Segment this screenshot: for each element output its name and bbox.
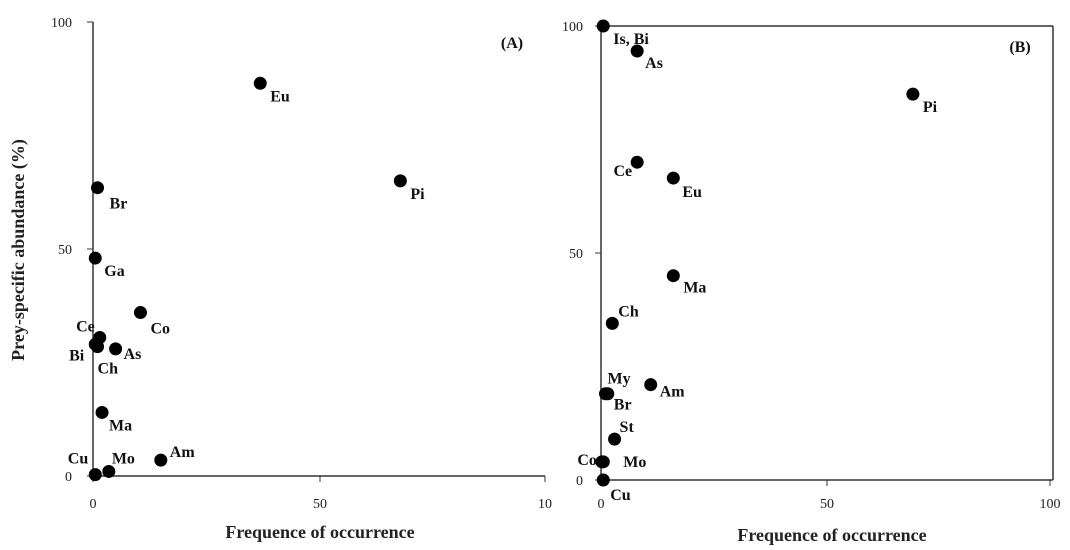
- point-label: Cu: [68, 451, 89, 468]
- data-point: [605, 316, 619, 330]
- data-point: [630, 44, 644, 58]
- point-label: St: [620, 419, 635, 436]
- data-point: [253, 76, 267, 90]
- point-label: Ch: [98, 361, 119, 378]
- y-axis-label: Prey-specific abundance (%): [8, 139, 29, 361]
- point-label: Ga: [104, 263, 124, 280]
- point-label: Ce: [614, 163, 633, 180]
- x-tick-label: 0: [598, 497, 605, 512]
- x-tick-label: 10: [538, 497, 552, 512]
- data-point: [133, 306, 147, 320]
- data-point: [644, 378, 658, 392]
- data-point: [608, 432, 622, 446]
- point-label: Ma: [683, 280, 706, 297]
- data-point: [906, 87, 920, 101]
- data-point: [88, 468, 102, 482]
- x-axis-label: Frequence of occurrence: [737, 525, 926, 545]
- data-point: [666, 171, 680, 185]
- x-tick-label: 100: [1040, 497, 1061, 512]
- point-label: Br: [110, 196, 128, 213]
- data-point: [109, 342, 123, 356]
- data-point: [601, 387, 615, 401]
- data-point: [630, 155, 644, 169]
- point-label: Eu: [682, 184, 702, 201]
- point-label: Pi: [410, 186, 425, 203]
- data-point: [666, 269, 680, 283]
- data-point: [102, 464, 116, 478]
- data-point: [393, 174, 407, 188]
- data-point: [91, 340, 105, 354]
- point-label: Mo: [623, 454, 646, 471]
- point-label: Co: [150, 321, 170, 338]
- y-tick-label: 50: [569, 247, 583, 262]
- point-label: Mo: [112, 450, 135, 467]
- panel-b: 0 50 100 0 50 100 (B) Frequence of occurrence Is…: [562, 19, 1061, 545]
- point-label: Is, Bi: [613, 31, 649, 48]
- panel-label: (A): [501, 35, 523, 52]
- data-point: [88, 251, 102, 265]
- point-label: Bi: [69, 347, 85, 364]
- point-label: Pi: [923, 99, 938, 116]
- data-point: [596, 473, 610, 487]
- point-label: My: [608, 371, 631, 388]
- point-label: Eu: [270, 88, 290, 105]
- point-label: As: [124, 346, 142, 363]
- point-label: As: [645, 55, 663, 72]
- x-tick-label: 50: [820, 497, 834, 512]
- point-label: Ma: [109, 417, 132, 434]
- y-tick-label: 0: [576, 474, 583, 489]
- data-point: [91, 181, 105, 195]
- point-label: Br: [614, 397, 632, 414]
- point-label: Am: [170, 444, 196, 461]
- point-label: Am: [660, 384, 686, 401]
- data-point: [596, 455, 610, 469]
- x-axis-label: Frequence of occurrence: [225, 522, 414, 542]
- point-label: Ch: [618, 303, 639, 320]
- y-tick-label: 100: [51, 16, 72, 31]
- y-tick-label: 50: [58, 243, 72, 258]
- y-tick-label: 100: [562, 20, 583, 35]
- data-point: [95, 405, 109, 419]
- x-tick-label: 0: [90, 497, 97, 512]
- point-label: Co: [577, 452, 597, 469]
- data-point: [154, 453, 168, 467]
- y-tick-label: 0: [65, 470, 72, 485]
- panel-a: 0 50 100 0 50 10 (A) Frequence of occurrence Pre…: [8, 16, 552, 542]
- data-point: [596, 19, 610, 33]
- panel-label: (B): [1009, 39, 1030, 56]
- point-label: Cu: [610, 487, 631, 504]
- point-label: Ce: [76, 319, 95, 336]
- x-tick-label: 50: [313, 497, 327, 512]
